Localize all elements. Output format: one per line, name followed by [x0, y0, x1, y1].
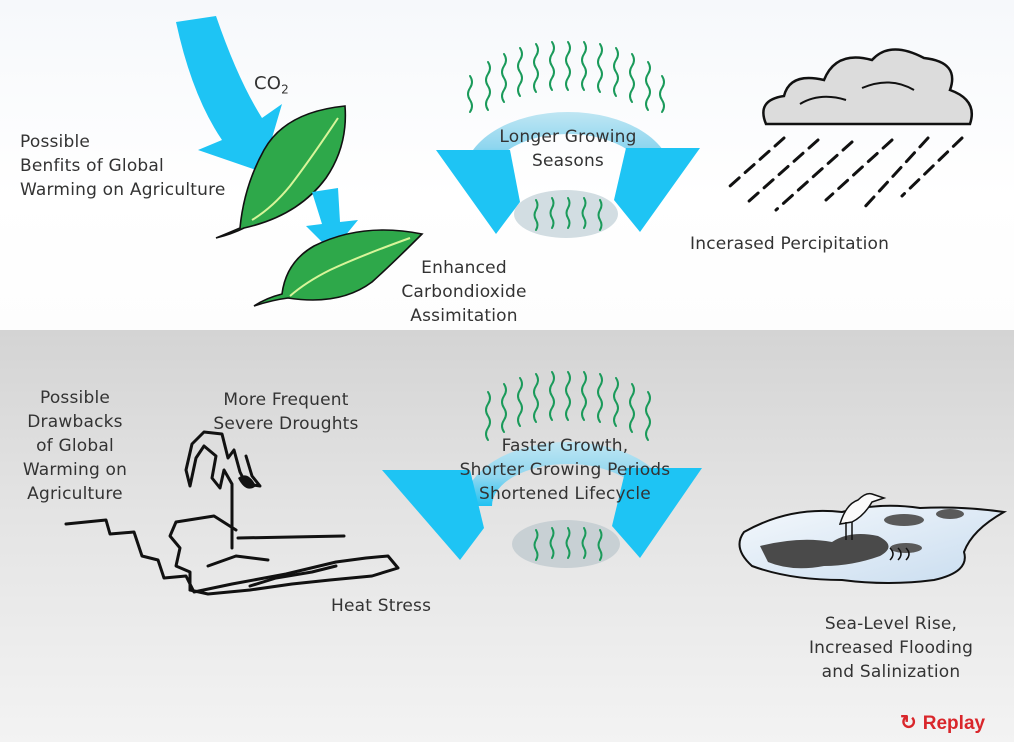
- precipitation-label: Incerased Percipitation: [690, 234, 890, 254]
- cycle-arrow-icon: [436, 41, 700, 238]
- leaf-icon: [253, 229, 424, 307]
- cycle-arrow-icon: [382, 371, 702, 568]
- leaf-icon: [215, 105, 347, 239]
- drought-leaf-icon: [238, 475, 256, 489]
- enhanced-co2-label: Enhanced Carbondioxide Assimitation: [401, 258, 527, 326]
- co2-arrow-icon: [176, 16, 282, 172]
- longer-growing-label: Longer Growing Seasons: [499, 127, 637, 171]
- replay-button[interactable]: ↻ Replay: [900, 710, 985, 735]
- flood-bird-icon: [738, 492, 1008, 584]
- faster-growth-label: Faster Growth, Shorter Growing Periods S…: [459, 436, 671, 504]
- sea-level-label: Sea-Level Rise, Increased Flooding and S…: [808, 614, 974, 682]
- replay-label: Replay: [922, 713, 986, 734]
- droughts-label: More Frequent Severe Droughts: [213, 390, 359, 434]
- co2-label: CO2: [254, 73, 289, 97]
- cloud-rain-icon: [728, 48, 973, 212]
- drawbacks-title: Possible Drawbacks of Global Warming on …: [22, 388, 128, 504]
- heat-stress-label: Heat Stress: [331, 596, 432, 616]
- benefits-title: Possible Benfits of Global Warming on Ag…: [20, 132, 226, 200]
- replay-icon: ↻: [900, 712, 917, 734]
